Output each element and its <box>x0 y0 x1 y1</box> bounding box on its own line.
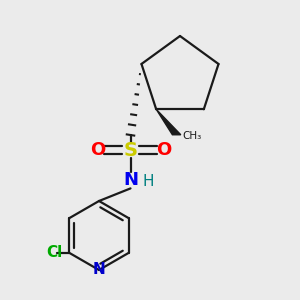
Text: N: N <box>123 171 138 189</box>
Text: N: N <box>93 262 105 278</box>
Polygon shape <box>156 109 181 135</box>
Text: O: O <box>156 141 171 159</box>
Text: S: S <box>124 140 137 160</box>
Text: CH₃: CH₃ <box>182 131 201 141</box>
Text: O: O <box>90 141 105 159</box>
Text: Cl: Cl <box>46 245 62 260</box>
Text: H: H <box>143 174 154 189</box>
